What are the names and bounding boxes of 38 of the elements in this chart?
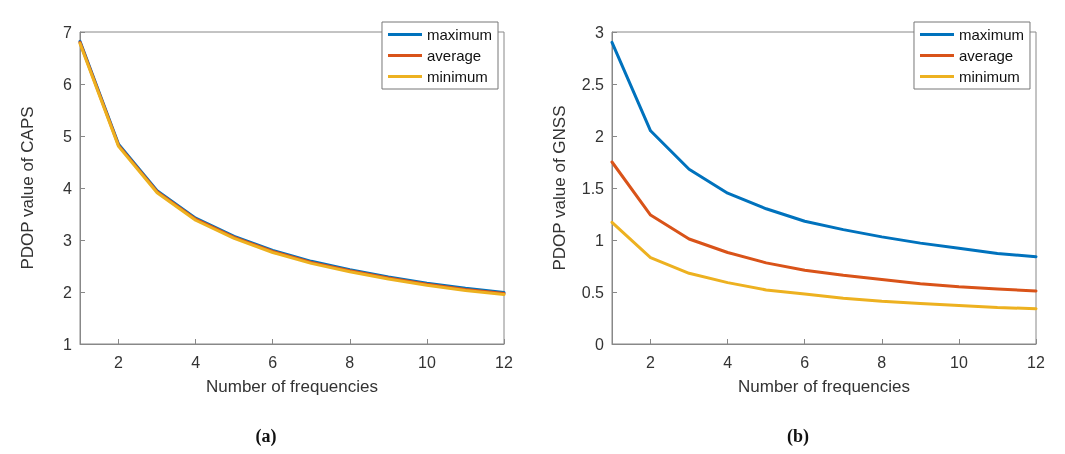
x-tick-label: 8 (345, 353, 355, 371)
y-tick-label: 3 (595, 23, 605, 41)
y-tick-label: 4 (63, 179, 73, 197)
y-axis-title: PDOP value of GNSS (550, 105, 569, 271)
x-tick-label: 12 (1027, 353, 1045, 371)
x-tick-label: 6 (800, 353, 810, 371)
y-tick-label: 2 (595, 127, 605, 145)
legend-label: maximum (959, 26, 1025, 43)
y-axis-title: PDOP value of CAPS (18, 106, 37, 270)
y-tick-label: 0.5 (581, 283, 605, 301)
x-axis-title: Number of frequencies (738, 377, 910, 396)
x-tick-label: 12 (495, 353, 513, 371)
y-tick-label: 2.5 (581, 75, 605, 93)
x-tick-label: 10 (418, 353, 436, 371)
y-tick-label: 0 (595, 335, 605, 353)
x-tick-label: 10 (950, 353, 968, 371)
x-tick-label: 8 (877, 353, 887, 371)
x-tick-label: 6 (268, 353, 278, 371)
y-tick-label: 5 (63, 127, 73, 145)
legend-label: average (959, 47, 1014, 64)
legend-label: maximum (427, 26, 493, 43)
y-tick-label: 7 (63, 23, 73, 41)
legend-label: minimum (959, 68, 1020, 85)
y-tick-label: 3 (63, 231, 73, 249)
y-tick-label: 6 (63, 75, 73, 93)
y-tick-label: 1.5 (581, 179, 605, 197)
legend-label: average (427, 47, 482, 64)
x-tick-label: 4 (191, 353, 201, 371)
x-axis-title: Number of frequencies (206, 377, 378, 396)
x-tick-label: 4 (723, 353, 733, 371)
text: (b) (787, 426, 809, 447)
legend-label: minimum (427, 68, 488, 85)
y-tick-label: 1 (595, 231, 605, 249)
y-tick-label: 2 (63, 283, 73, 301)
y-tick-label: 1 (63, 335, 73, 353)
x-tick-label: 2 (646, 353, 656, 371)
x-tick-label: 2 (114, 353, 124, 371)
text: (a) (255, 426, 277, 447)
